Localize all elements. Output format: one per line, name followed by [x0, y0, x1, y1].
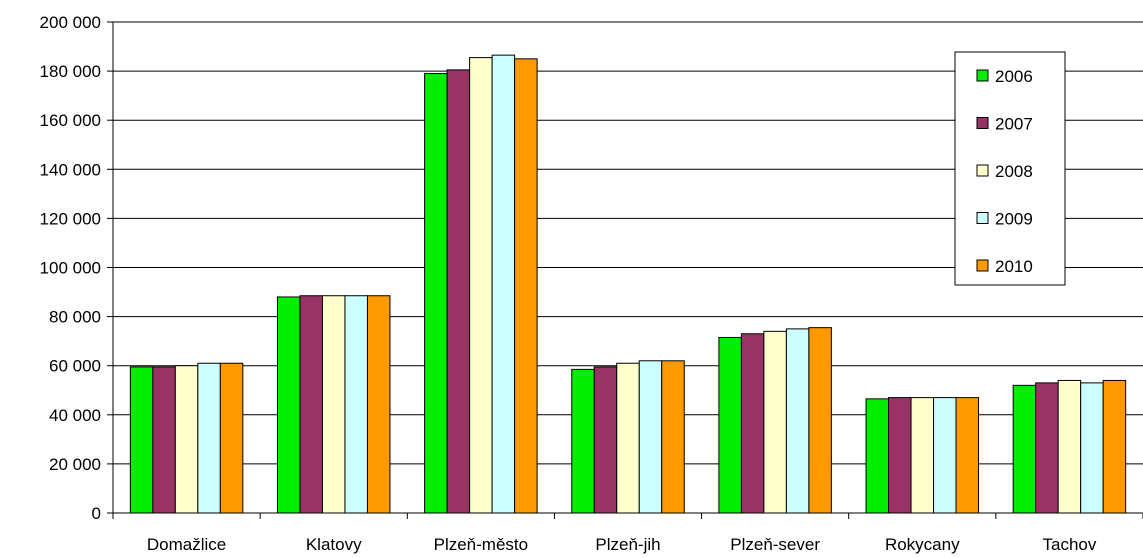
bar-2009-6	[1080, 382, 1104, 514]
bar-2008-3	[616, 362, 640, 514]
bar-2008-4	[763, 330, 787, 514]
y-tick-label: 140 000	[40, 160, 101, 179]
category-labels: Domažlice Klatovy Plzeň-město Plzeň-jih Plze…	[147, 535, 1097, 554]
category-label: Domažlice	[147, 535, 226, 554]
bar-2009-4	[785, 328, 810, 514]
bar-2010-5	[955, 397, 980, 514]
legend-swatch-2010	[976, 259, 989, 272]
y-tick-label: 0	[92, 504, 101, 523]
bar-2007-3	[593, 366, 618, 514]
y-tick-label: 180 000	[40, 62, 101, 81]
category-label: Plzeň-sever	[730, 535, 820, 554]
bar-2008-0	[174, 365, 199, 514]
bar-2010-0	[219, 362, 244, 514]
legend-label: 2010	[995, 257, 1033, 276]
y-tick-labels: 0 20 000 40 000 60 000 80 000 100 000 120 000 1…	[40, 13, 101, 523]
category-label: Rokycany	[885, 535, 960, 554]
legend: 2006 2007 2008 2009 2010	[954, 51, 1066, 286]
bar-2009-2	[491, 54, 516, 514]
bar-2006-0	[129, 366, 154, 514]
y-tick-label: 120 000	[40, 209, 101, 228]
y-tick-label: 40 000	[49, 406, 101, 425]
category-label: Klatovy	[306, 535, 362, 554]
legend-swatch-2008	[976, 164, 989, 177]
legend-label: 2006	[995, 67, 1033, 86]
bar-2009-0	[197, 362, 221, 514]
bar-2010-3	[661, 360, 685, 514]
y-tick-label: 160 000	[40, 111, 101, 130]
bar-2010-1	[366, 295, 391, 514]
bar-2007-2	[446, 69, 471, 514]
bar-2007-5	[888, 397, 912, 514]
bar-2008-5	[910, 397, 935, 514]
y-tick-label: 20 000	[49, 455, 101, 474]
bar-2010-2	[514, 58, 538, 514]
bar-2006-2	[424, 73, 448, 514]
bar-2007-0	[152, 366, 176, 514]
bar-2009-1	[344, 295, 368, 514]
bar-2008-6	[1057, 379, 1082, 514]
bar-2010-6	[1102, 379, 1127, 514]
legend-box	[954, 51, 1066, 286]
bar-2008-2	[469, 57, 493, 514]
legend-swatch-2006	[976, 69, 989, 82]
bar-2007-4	[740, 333, 765, 514]
bar-2007-6	[1035, 382, 1059, 514]
category-label: Tachov	[1042, 535, 1096, 554]
bar-2008-1	[321, 295, 346, 514]
legend-swatch-2007	[976, 117, 989, 129]
y-tick-label: 80 000	[49, 308, 101, 327]
category-label: Plzeň-město	[434, 535, 528, 554]
legend-label: 2008	[995, 162, 1033, 181]
category-label: Plzeň-jih	[595, 535, 660, 554]
legend-label: 2007	[995, 115, 1033, 134]
bar-2006-4	[718, 336, 742, 514]
bar-2006-3	[571, 368, 595, 514]
legend-swatch-2009	[976, 212, 989, 224]
y-tick-label: 60 000	[49, 357, 101, 376]
bars	[129, 54, 1127, 514]
bar-2007-1	[299, 295, 323, 514]
legend-label: 2009	[995, 210, 1033, 229]
bar-2009-5	[933, 397, 957, 514]
bar-2009-3	[638, 360, 663, 514]
bar-2006-6	[1012, 384, 1037, 514]
bar-2006-1	[276, 296, 301, 514]
y-tick-label: 100 000	[40, 259, 101, 278]
y-tick-label: 200 000	[40, 13, 101, 32]
bar-2006-5	[865, 398, 890, 514]
bar-2010-4	[808, 327, 832, 514]
